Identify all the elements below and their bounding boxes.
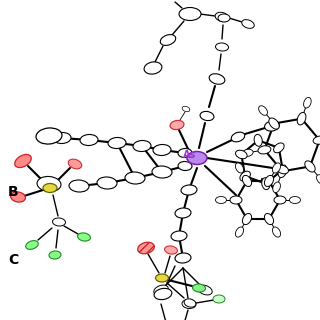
Ellipse shape bbox=[49, 251, 61, 259]
Ellipse shape bbox=[153, 145, 171, 156]
Ellipse shape bbox=[182, 106, 190, 112]
Ellipse shape bbox=[231, 132, 245, 142]
Ellipse shape bbox=[97, 177, 117, 189]
Ellipse shape bbox=[304, 97, 311, 108]
Ellipse shape bbox=[243, 175, 252, 187]
Ellipse shape bbox=[254, 134, 262, 146]
Ellipse shape bbox=[236, 163, 244, 173]
Ellipse shape bbox=[164, 246, 177, 254]
Ellipse shape bbox=[274, 196, 286, 204]
Ellipse shape bbox=[259, 106, 268, 115]
Ellipse shape bbox=[178, 162, 192, 171]
Ellipse shape bbox=[274, 143, 284, 153]
Ellipse shape bbox=[175, 253, 191, 263]
Ellipse shape bbox=[265, 121, 279, 131]
Ellipse shape bbox=[184, 299, 196, 307]
Ellipse shape bbox=[154, 288, 172, 300]
Ellipse shape bbox=[154, 285, 168, 295]
Ellipse shape bbox=[262, 178, 270, 190]
Ellipse shape bbox=[215, 43, 228, 51]
Ellipse shape bbox=[209, 74, 225, 84]
Ellipse shape bbox=[242, 149, 253, 156]
Ellipse shape bbox=[11, 192, 25, 202]
Ellipse shape bbox=[290, 196, 300, 204]
Ellipse shape bbox=[215, 196, 227, 204]
Ellipse shape bbox=[236, 227, 244, 237]
Text: B: B bbox=[8, 185, 19, 199]
Text: As: As bbox=[183, 150, 196, 160]
Ellipse shape bbox=[15, 155, 31, 168]
Ellipse shape bbox=[182, 300, 196, 308]
Ellipse shape bbox=[272, 163, 281, 173]
Ellipse shape bbox=[313, 136, 320, 144]
Ellipse shape bbox=[236, 150, 247, 159]
Ellipse shape bbox=[178, 148, 192, 157]
Ellipse shape bbox=[230, 196, 242, 204]
Ellipse shape bbox=[36, 128, 62, 144]
Ellipse shape bbox=[242, 20, 254, 28]
Ellipse shape bbox=[170, 120, 184, 130]
Ellipse shape bbox=[272, 227, 281, 237]
Ellipse shape bbox=[68, 159, 82, 169]
Ellipse shape bbox=[125, 172, 145, 184]
Ellipse shape bbox=[240, 171, 251, 181]
Ellipse shape bbox=[200, 111, 214, 121]
Ellipse shape bbox=[305, 161, 315, 172]
Ellipse shape bbox=[243, 213, 252, 225]
Ellipse shape bbox=[198, 285, 212, 295]
Ellipse shape bbox=[52, 218, 66, 226]
Ellipse shape bbox=[43, 183, 57, 193]
Ellipse shape bbox=[160, 35, 176, 45]
Ellipse shape bbox=[278, 165, 287, 178]
Ellipse shape bbox=[273, 182, 280, 193]
Text: C: C bbox=[8, 253, 18, 267]
Ellipse shape bbox=[179, 7, 201, 20]
Ellipse shape bbox=[181, 185, 197, 195]
Ellipse shape bbox=[133, 140, 151, 151]
Ellipse shape bbox=[218, 14, 230, 22]
Ellipse shape bbox=[277, 165, 288, 174]
Ellipse shape bbox=[264, 175, 274, 187]
Ellipse shape bbox=[156, 274, 169, 282]
Ellipse shape bbox=[215, 12, 229, 22]
Ellipse shape bbox=[26, 241, 38, 249]
Ellipse shape bbox=[37, 176, 61, 192]
Ellipse shape bbox=[77, 233, 91, 241]
Ellipse shape bbox=[193, 284, 205, 292]
Ellipse shape bbox=[213, 295, 225, 303]
Ellipse shape bbox=[175, 208, 191, 218]
Ellipse shape bbox=[258, 146, 271, 154]
Ellipse shape bbox=[138, 242, 154, 254]
Ellipse shape bbox=[152, 166, 172, 178]
Ellipse shape bbox=[53, 132, 71, 143]
Ellipse shape bbox=[264, 213, 274, 225]
Ellipse shape bbox=[144, 62, 162, 74]
Ellipse shape bbox=[187, 151, 207, 164]
Ellipse shape bbox=[69, 180, 89, 192]
Ellipse shape bbox=[80, 134, 98, 146]
Ellipse shape bbox=[316, 175, 320, 184]
Ellipse shape bbox=[171, 231, 187, 241]
Ellipse shape bbox=[108, 138, 126, 148]
Ellipse shape bbox=[269, 118, 279, 129]
Ellipse shape bbox=[297, 112, 306, 125]
